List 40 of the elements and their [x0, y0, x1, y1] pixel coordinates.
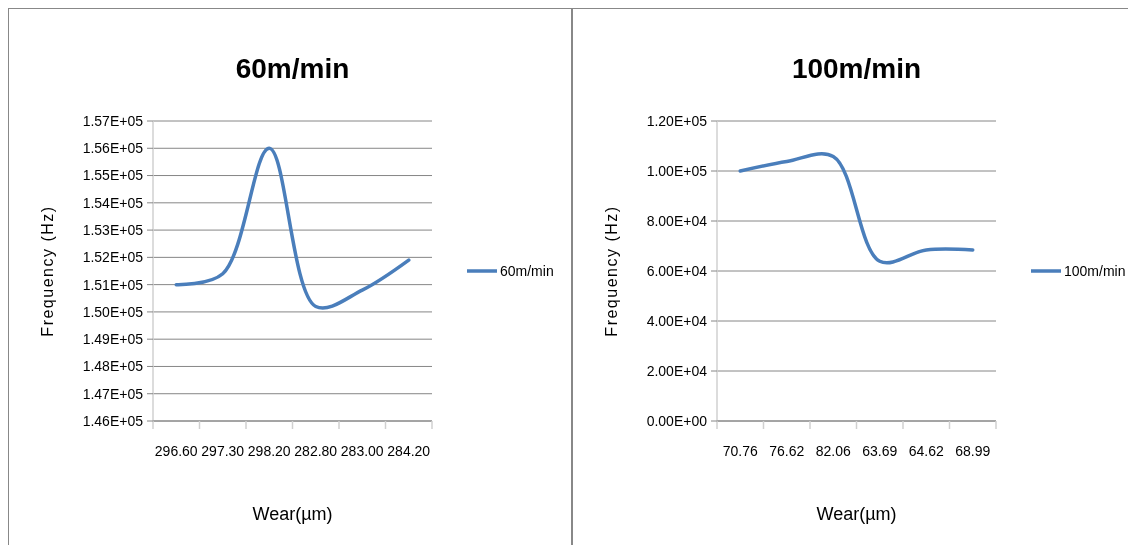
- chart-title: 100m/min: [791, 53, 922, 84]
- x-tick-label: 70.76: [722, 443, 758, 459]
- x-tick-label: 283.00: [340, 443, 384, 459]
- line-series: [174, 146, 411, 310]
- y-tick-label: 1.49E+05: [82, 331, 144, 348]
- y-tick-label: 0.00E+00: [646, 412, 708, 429]
- y-tick-label: 1.55E+05: [82, 167, 144, 184]
- y-tick-label: 1.20E+05: [646, 112, 708, 129]
- x-tick-label: 63.69: [862, 443, 898, 459]
- legend-label: 100m/min: [1064, 262, 1126, 279]
- y-axis-title: Frequency (Hz): [603, 205, 620, 337]
- x-tick-label: 282.80: [294, 443, 338, 459]
- x-axis-title: Wear(µm): [816, 504, 897, 524]
- y-tick-label: 1.47E+05: [82, 385, 144, 402]
- chart-title: 60m/min: [235, 53, 350, 84]
- y-tick-label: 1.57E+05: [82, 112, 144, 129]
- x-tick-label: 76.62: [769, 443, 805, 459]
- y-tick-label: 8.00E+04: [646, 212, 708, 229]
- y-tick-label: 1.52E+05: [82, 249, 144, 266]
- x-tick-label: 64.62: [908, 443, 944, 459]
- y-tick-label: 1.53E+05: [82, 221, 144, 238]
- x-tick-label: 82.06: [815, 443, 851, 459]
- y-axis-title: Frequency (Hz): [39, 205, 56, 337]
- x-tick-label: 296.60: [154, 443, 198, 459]
- y-tick-label: 1.00E+05: [646, 162, 708, 179]
- x-tick-label: 68.99: [955, 443, 991, 459]
- y-tick-label: 1.56E+05: [82, 140, 144, 157]
- y-tick-label: 6.00E+04: [646, 262, 708, 279]
- y-tick-label: 1.50E+05: [82, 303, 144, 320]
- y-tick-label: 2.00E+04: [646, 362, 708, 379]
- y-tick-label: 1.51E+05: [82, 276, 144, 293]
- y-tick-label: 1.46E+05: [82, 412, 144, 429]
- y-tick-label: 4.00E+04: [646, 312, 708, 329]
- legend-label: 60m/min: [500, 262, 554, 279]
- y-tick-label: 1.48E+05: [82, 358, 144, 375]
- x-tick-label: 297.30: [201, 443, 245, 459]
- x-axis-title: Wear(µm): [252, 504, 333, 524]
- y-tick-label: 1.54E+05: [82, 194, 144, 211]
- x-tick-label: 284.20: [387, 443, 431, 459]
- x-tick-label: 298.20: [247, 443, 291, 459]
